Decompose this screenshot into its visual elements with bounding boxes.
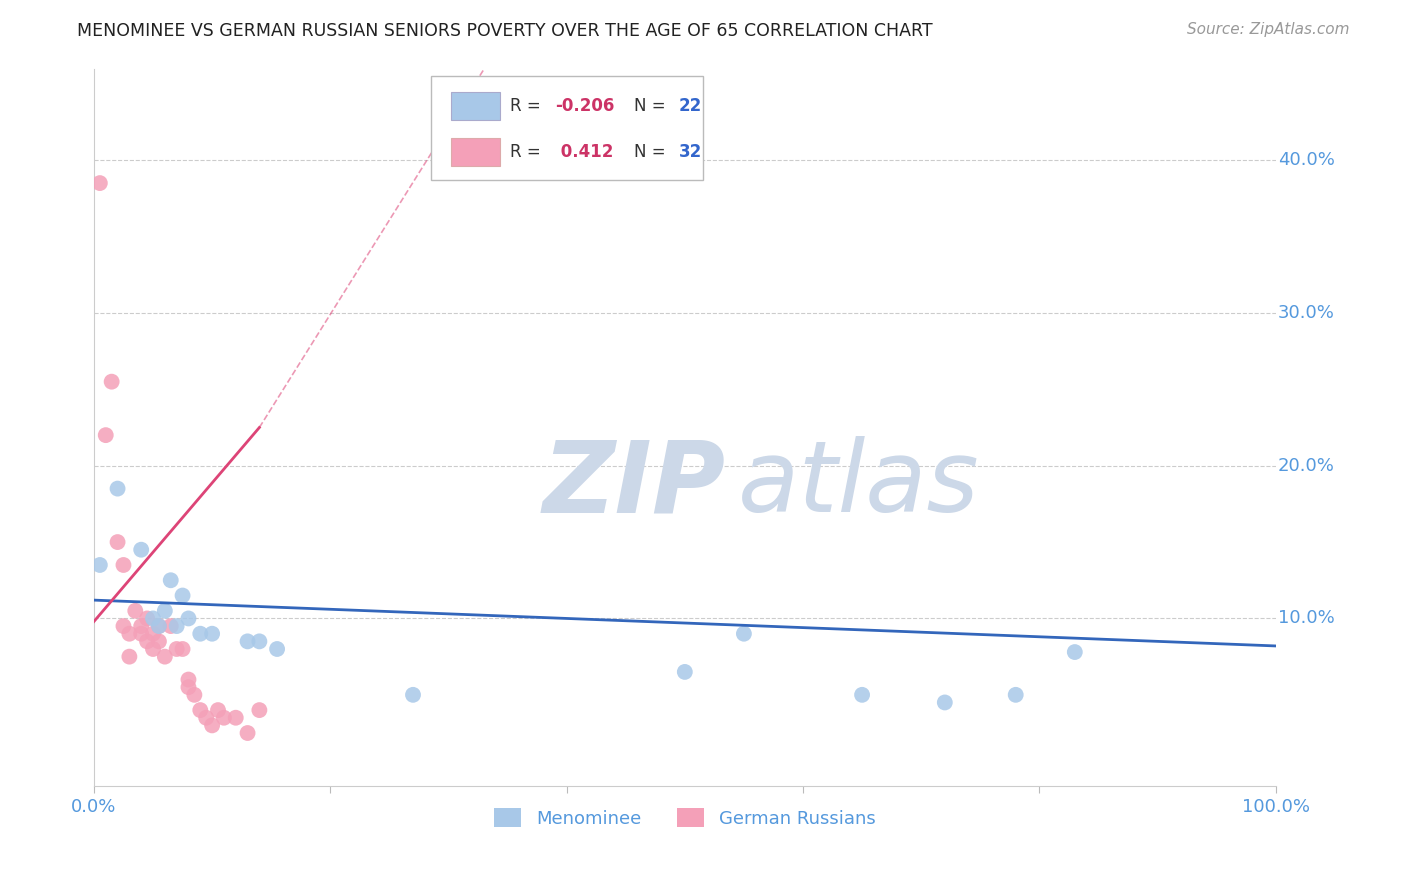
Point: [94, 428, 117, 442]
Point: [153, 604, 176, 618]
Legend: Menominee, German Russians: Menominee, German Russians: [486, 801, 883, 835]
Point: [118, 649, 141, 664]
Text: 22: 22: [679, 97, 702, 115]
Point: [107, 535, 129, 549]
Point: [136, 611, 159, 625]
Point: [148, 619, 170, 633]
Point: [129, 626, 152, 640]
Point: [673, 665, 696, 679]
Point: [201, 626, 224, 640]
Point: [177, 611, 200, 625]
Point: [195, 711, 218, 725]
FancyBboxPatch shape: [430, 76, 703, 180]
Text: atlas: atlas: [738, 436, 980, 533]
Text: 0.412: 0.412: [555, 143, 613, 161]
Text: N =: N =: [634, 143, 671, 161]
Point: [142, 642, 165, 657]
Point: [188, 626, 211, 640]
Point: [166, 619, 188, 633]
Point: [1063, 645, 1085, 659]
Point: [207, 703, 229, 717]
Point: [247, 634, 270, 648]
Point: [188, 703, 211, 717]
Text: 30.0%: 30.0%: [1278, 304, 1334, 322]
Text: -0.206: -0.206: [555, 97, 614, 115]
Point: [107, 482, 129, 496]
Point: [177, 680, 200, 694]
Point: [247, 703, 270, 717]
Point: [934, 696, 956, 710]
Point: [148, 634, 170, 648]
Point: [733, 626, 755, 640]
Point: [177, 673, 200, 687]
Point: [236, 634, 259, 648]
Text: 32: 32: [679, 143, 702, 161]
Point: [136, 634, 159, 648]
Point: [183, 688, 205, 702]
Point: [201, 718, 224, 732]
Bar: [451, 92, 501, 120]
Text: R =: R =: [510, 97, 546, 115]
Point: [212, 711, 235, 725]
Point: [166, 642, 188, 657]
Point: [124, 604, 146, 618]
Point: [851, 688, 873, 702]
Point: [1004, 688, 1026, 702]
Text: N =: N =: [634, 97, 671, 115]
Point: [402, 688, 425, 702]
Bar: [451, 138, 501, 166]
Point: [129, 619, 152, 633]
Point: [172, 589, 194, 603]
Text: MENOMINEE VS GERMAN RUSSIAN SENIORS POVERTY OVER THE AGE OF 65 CORRELATION CHART: MENOMINEE VS GERMAN RUSSIAN SENIORS POVE…: [77, 22, 934, 40]
Point: [129, 542, 152, 557]
Point: [225, 711, 247, 725]
Text: 40.0%: 40.0%: [1278, 151, 1334, 169]
Point: [159, 619, 181, 633]
Point: [89, 558, 111, 572]
Text: ZIP: ZIP: [543, 436, 725, 533]
Point: [142, 626, 165, 640]
Point: [100, 375, 122, 389]
Text: 20.0%: 20.0%: [1278, 457, 1334, 475]
Point: [266, 642, 288, 657]
Text: Source: ZipAtlas.com: Source: ZipAtlas.com: [1187, 22, 1350, 37]
Point: [236, 726, 259, 740]
Point: [153, 649, 176, 664]
Point: [118, 626, 141, 640]
Text: R =: R =: [510, 143, 546, 161]
Point: [172, 642, 194, 657]
Point: [89, 176, 111, 190]
Point: [112, 619, 135, 633]
Point: [142, 611, 165, 625]
Text: 10.0%: 10.0%: [1278, 609, 1334, 627]
Point: [112, 558, 135, 572]
Point: [148, 619, 170, 633]
Point: [159, 574, 181, 588]
